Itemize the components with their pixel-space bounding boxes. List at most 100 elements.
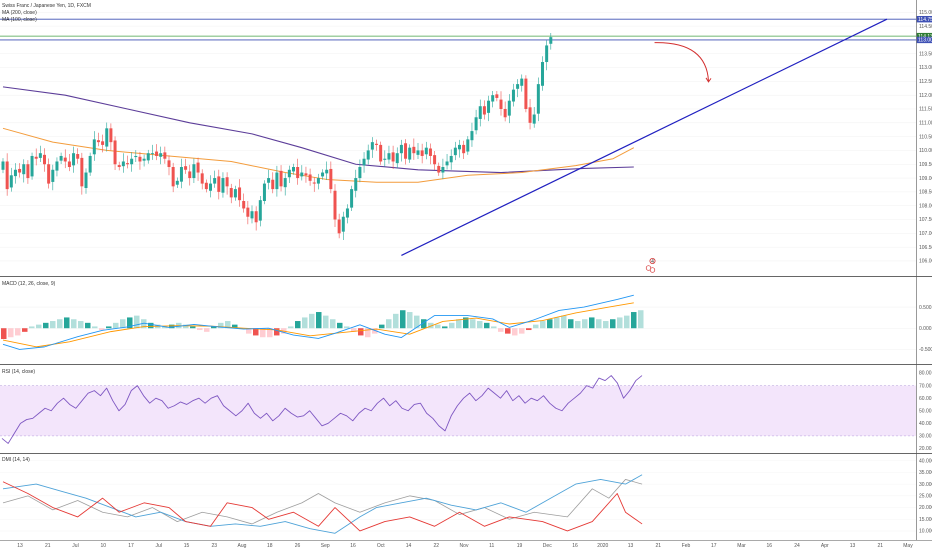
price-pane[interactable]: 4 Swiss Franc / Japanese Yen, 1D, FXCM M… [0, 3, 932, 273]
trendline[interactable] [401, 18, 888, 256]
candle-body [511, 89, 515, 102]
candle-body [204, 182, 208, 190]
candle-body [337, 219, 341, 234]
time-tick-label: 21 [45, 543, 51, 549]
candle-body [109, 128, 113, 143]
rsi-pane[interactable]: RSI (14, close) 80.00 70.00 60.00 50.00 40.0… [0, 369, 932, 452]
candle-body [321, 172, 325, 177]
candle-body [51, 169, 55, 182]
candle-body [130, 158, 134, 165]
dmi-tick-label: 25.0000 [919, 494, 932, 500]
macd-bar [414, 315, 420, 329]
candle-body [196, 162, 200, 173]
time-tick-label: 16 [350, 543, 356, 549]
candle-body [1, 161, 5, 170]
macd-bar [309, 313, 315, 329]
macd-bar [407, 312, 413, 329]
macd-bar [589, 317, 595, 329]
candle-body [9, 175, 13, 188]
candle-body [155, 151, 159, 156]
macd-bar [519, 328, 525, 334]
macd-bar [505, 328, 511, 334]
time-tick-label: 13 [17, 543, 23, 549]
candle-body [134, 155, 138, 158]
candle-body [271, 179, 275, 190]
macd-bar [183, 324, 189, 329]
time-tick-label: Feb [682, 543, 691, 549]
trendline-path[interactable] [401, 18, 888, 256]
price-axis[interactable]: 115.000114.500114.000113.500113.000112.5… [919, 10, 932, 265]
macd-bar [260, 328, 266, 338]
price-tick-label: 107.000 [919, 231, 932, 237]
candle-body [267, 178, 271, 183]
candle-body [354, 178, 358, 191]
candle-body [487, 100, 491, 113]
legend: Swiss Franc / Japanese Yen, 1D, FXCM MA … [2, 3, 91, 23]
dmi-tick-label: 40.0000 [919, 458, 932, 464]
projection-arrow[interactable] [654, 42, 712, 83]
candle-body [312, 182, 316, 184]
candle-body [296, 167, 300, 179]
rsi-tick-label: 30.00 [919, 434, 932, 440]
dmi-tick-label: 35.0000 [919, 470, 932, 476]
price-tick-label: 106.000 [919, 259, 932, 265]
macd-bar [330, 319, 336, 329]
time-tick-label: Jul [156, 543, 162, 549]
candle-body [179, 167, 183, 182]
dmi-pane[interactable]: DMI (14, 14) 40.0000 35.0000 30.0000 25.000… [0, 457, 932, 535]
macd-bar [134, 315, 140, 329]
arrow-path[interactable] [654, 42, 709, 82]
macd-bar [22, 328, 28, 332]
ma-100-path [2, 127, 635, 183]
candle-body [470, 131, 474, 141]
price-tag-label: 114.750 [918, 17, 932, 23]
price-tag-box [916, 15, 932, 23]
macd-bar [29, 326, 35, 329]
price-tick-label: 106.500 [919, 245, 932, 251]
macd-bar [470, 319, 476, 329]
candle-body [13, 169, 17, 177]
event-marker[interactable] [649, 267, 656, 273]
macd-bar [638, 310, 644, 329]
macd-bar [393, 313, 399, 329]
candle-body [80, 157, 84, 187]
candle-body [308, 174, 312, 181]
time-tick-label: 22 [433, 543, 439, 549]
time-axis[interactable]: 13 21 Jul 10 17 Jul 15 23 Aug 18 26 Sep 16 Oct 14 22 Nov… [17, 543, 913, 549]
price-tick-label: 112.000 [919, 93, 932, 99]
price-tick-label: 110.500 [919, 134, 932, 140]
price-tick-label: 109.000 [919, 176, 932, 182]
macd-bar [477, 321, 483, 329]
rsi-title: RSI (14, close) [2, 369, 35, 375]
rsi-band-fill [0, 385, 916, 436]
candle-body [117, 165, 121, 168]
event-marker[interactable] [649, 257, 656, 264]
macd-bar [449, 322, 455, 329]
candle-body [449, 155, 453, 163]
dmi-axis: 40.0000 35.0000 30.0000 25.0000 20.0000 15.00… [919, 458, 932, 534]
candle-body [88, 155, 92, 173]
rsi-tick-label: 60.00 [919, 396, 932, 402]
macd-bar [57, 319, 63, 329]
candle-body [126, 163, 129, 165]
macd-bar [162, 326, 168, 329]
candle-body [221, 178, 225, 193]
macd-pane[interactable]: MACD (12, 26, close, 9) 0.500 0.000 -0.500 [0, 281, 932, 353]
horizontal-lines[interactable] [0, 18, 916, 41]
time-tick-label: 17 [711, 543, 717, 549]
signal-path [2, 302, 634, 348]
candle-body [503, 108, 507, 118]
time-tick-label: 13 [628, 543, 634, 549]
macd-title: MACD (12, 26, close, 9) [2, 281, 56, 287]
macd-bar [533, 324, 539, 329]
time-tick-label: 24 [794, 543, 800, 549]
time-tick-label: 23 [211, 543, 217, 549]
macd-bar [358, 328, 364, 336]
dmi-tick-label: 30.0000 [919, 482, 932, 488]
candle-body [188, 171, 192, 179]
event-markers[interactable]: 4 [645, 257, 656, 273]
candle-body [5, 161, 9, 190]
candle-body [213, 178, 217, 184]
arrow-head[interactable] [705, 77, 712, 83]
